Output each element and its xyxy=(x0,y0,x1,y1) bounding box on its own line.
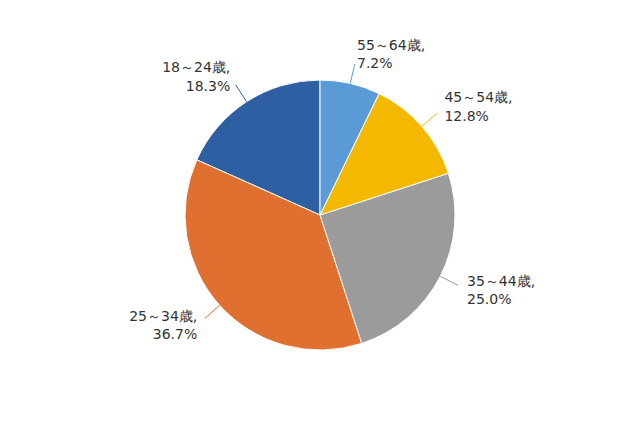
svg-text:55～64歳,7.2%: 55～64歳,7.2% xyxy=(357,37,425,71)
svg-text:45～54歳,12.8%: 45～54歳,12.8% xyxy=(444,89,512,123)
svg-text:25～34歳,36.7%: 25～34歳,36.7% xyxy=(129,308,197,342)
svg-text:18～24歳,18.3%: 18～24歳,18.3% xyxy=(162,59,230,93)
svg-text:35～44歳,25.0%: 35～44歳,25.0% xyxy=(467,273,535,307)
